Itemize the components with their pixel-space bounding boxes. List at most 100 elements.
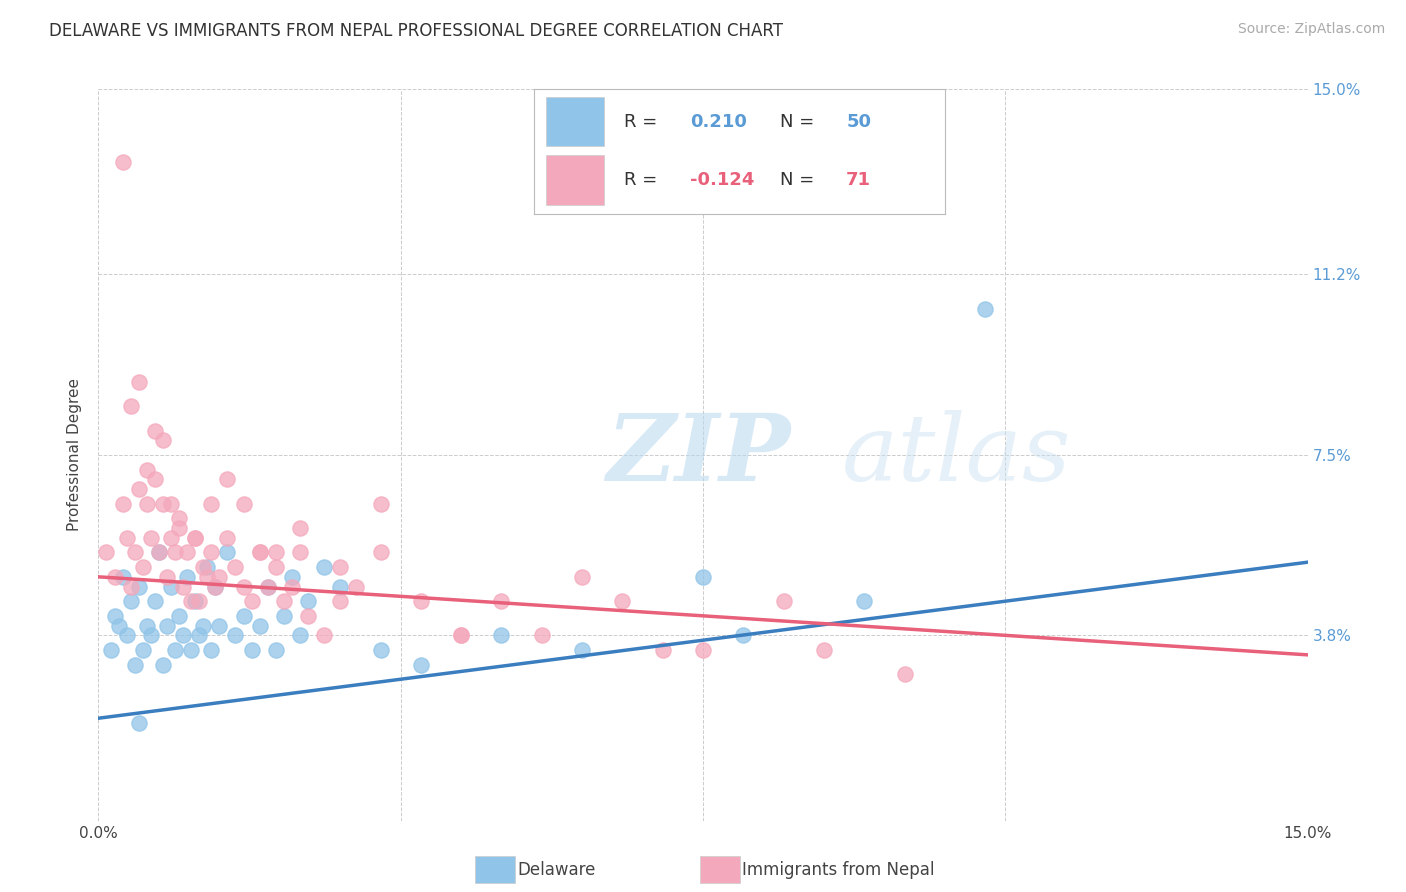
- Text: atlas: atlas: [842, 410, 1071, 500]
- Point: [120, 580, 142, 594]
- Point: [288, 521, 311, 535]
- Point: [115, 628, 138, 642]
- Point: [249, 545, 271, 559]
- Point: [100, 643, 122, 657]
- Point: [217, 472, 239, 486]
- Point: [152, 497, 174, 511]
- Point: [111, 570, 134, 584]
- Point: [160, 580, 183, 594]
- Point: [193, 618, 215, 632]
- Point: [135, 618, 157, 632]
- Point: [167, 511, 190, 525]
- Point: [204, 580, 226, 594]
- Point: [148, 545, 170, 559]
- Point: [167, 608, 190, 623]
- Point: [124, 545, 146, 559]
- Point: [103, 608, 125, 623]
- Point: [208, 570, 231, 584]
- Point: [813, 643, 835, 657]
- Point: [692, 570, 714, 584]
- Point: [232, 608, 254, 623]
- Point: [571, 643, 593, 657]
- Point: [530, 628, 553, 642]
- Point: [281, 570, 304, 584]
- Point: [180, 594, 202, 608]
- Point: [240, 643, 263, 657]
- Point: [571, 570, 593, 584]
- Point: [111, 497, 134, 511]
- Point: [143, 424, 166, 438]
- Point: [249, 545, 271, 559]
- Point: [148, 545, 170, 559]
- Point: [107, 618, 129, 632]
- Point: [163, 545, 186, 559]
- Point: [156, 570, 179, 584]
- Point: [232, 497, 254, 511]
- Point: [256, 580, 278, 594]
- Point: [176, 570, 198, 584]
- Point: [128, 716, 150, 731]
- Point: [180, 643, 202, 657]
- Point: [224, 628, 246, 642]
- Point: [167, 521, 190, 535]
- Point: [143, 472, 166, 486]
- Point: [370, 643, 392, 657]
- Y-axis label: Professional Degree: Professional Degree: [67, 378, 83, 532]
- Point: [188, 628, 211, 642]
- Point: [491, 594, 513, 608]
- Point: [172, 580, 194, 594]
- Text: Source: ZipAtlas.com: Source: ZipAtlas.com: [1237, 22, 1385, 37]
- Point: [143, 594, 166, 608]
- Point: [612, 594, 634, 608]
- Text: DELAWARE VS IMMIGRANTS FROM NEPAL PROFESSIONAL DEGREE CORRELATION CHART: DELAWARE VS IMMIGRANTS FROM NEPAL PROFES…: [49, 22, 783, 40]
- Point: [152, 434, 174, 448]
- Point: [124, 657, 146, 672]
- Point: [232, 580, 254, 594]
- Point: [370, 497, 392, 511]
- Point: [111, 155, 134, 169]
- Point: [344, 580, 367, 594]
- Point: [692, 643, 714, 657]
- Point: [651, 643, 673, 657]
- Point: [409, 657, 432, 672]
- Point: [132, 643, 155, 657]
- Point: [264, 643, 287, 657]
- Point: [128, 482, 150, 496]
- Point: [288, 628, 311, 642]
- Point: [152, 657, 174, 672]
- Point: [156, 618, 179, 632]
- Point: [256, 580, 278, 594]
- Text: Delaware: Delaware: [517, 861, 596, 879]
- Point: [193, 560, 215, 574]
- Point: [204, 580, 226, 594]
- Point: [184, 531, 207, 545]
- Point: [314, 628, 336, 642]
- Text: Immigrants from Nepal: Immigrants from Nepal: [742, 861, 935, 879]
- Point: [139, 531, 162, 545]
- Point: [176, 545, 198, 559]
- Point: [195, 570, 218, 584]
- Point: [115, 531, 138, 545]
- Point: [491, 628, 513, 642]
- Point: [188, 594, 211, 608]
- Point: [772, 594, 794, 608]
- Point: [132, 560, 155, 574]
- Point: [297, 594, 319, 608]
- Point: [264, 560, 287, 574]
- Point: [200, 545, 222, 559]
- Point: [217, 531, 239, 545]
- Point: [172, 628, 194, 642]
- Point: [208, 618, 231, 632]
- Point: [184, 531, 207, 545]
- Text: ZIP: ZIP: [606, 410, 790, 500]
- Point: [217, 545, 239, 559]
- Point: [120, 594, 142, 608]
- Point: [128, 580, 150, 594]
- Point: [281, 580, 304, 594]
- Point: [224, 560, 246, 574]
- Point: [297, 608, 319, 623]
- Point: [409, 594, 432, 608]
- Point: [329, 560, 352, 574]
- Point: [240, 594, 263, 608]
- Point: [974, 301, 997, 316]
